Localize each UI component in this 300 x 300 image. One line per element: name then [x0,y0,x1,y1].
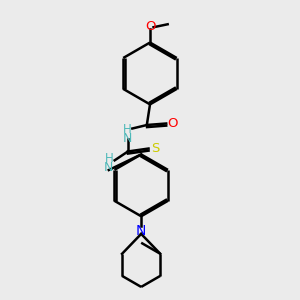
Text: N: N [104,160,113,174]
Text: O: O [145,20,155,33]
Text: N: N [136,224,146,238]
Text: H: H [104,152,113,165]
Text: S: S [151,142,160,155]
Text: H: H [123,123,131,136]
Text: O: O [167,117,178,130]
Text: N: N [122,132,132,145]
